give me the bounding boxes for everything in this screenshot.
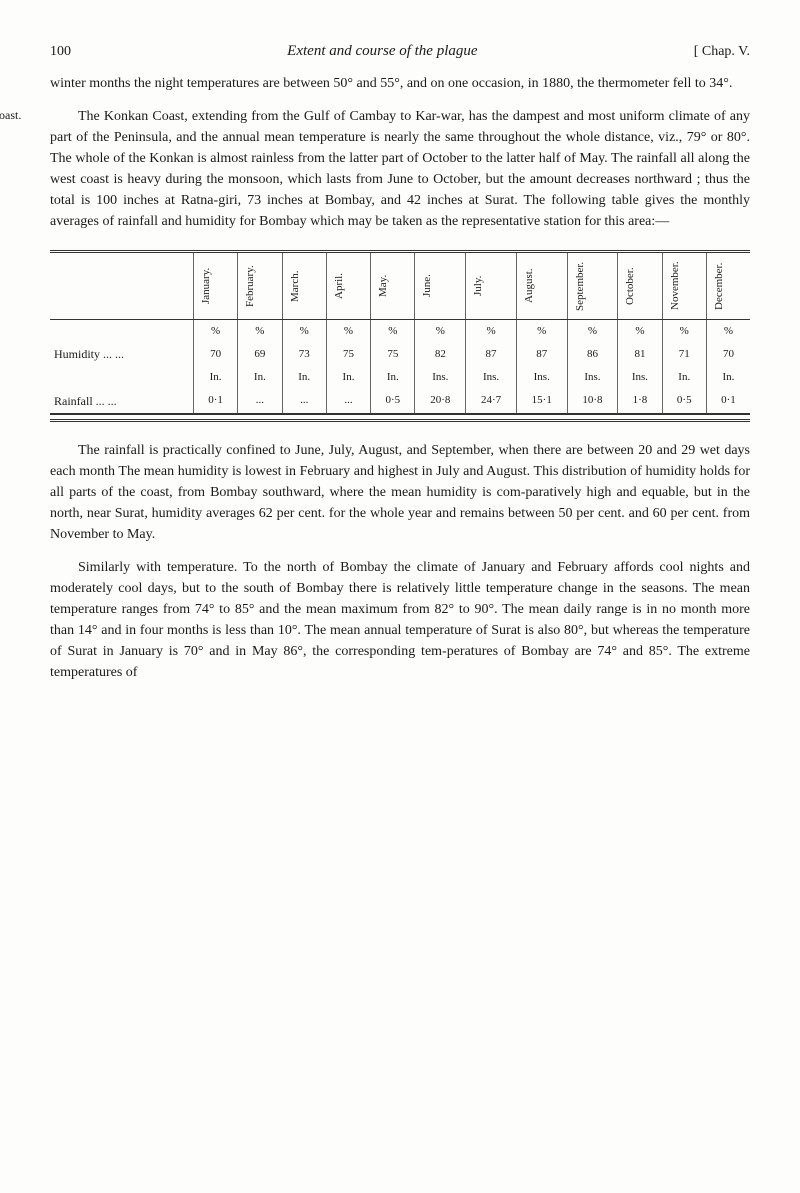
row-label-rainfall: Rainfall ... ... [50, 389, 193, 414]
humidity-cell: 87 [516, 342, 567, 366]
rain-unit-cell: In. [282, 366, 326, 389]
climate-table: January. February. March. April. May. Ju… [50, 250, 750, 415]
humidity-cell: 75 [326, 342, 370, 366]
page-header: 100 Extent and course of the plague [ Ch… [50, 40, 750, 63]
paragraph-konkan-intro: The Konkan Coast, extending from the Gul… [50, 106, 750, 232]
month-header: May. [375, 256, 392, 316]
rain-unit-cell: In. [326, 366, 370, 389]
rainfall-cell: 0·5 [371, 389, 415, 414]
unit-cell: % [282, 319, 326, 342]
table-row-humidity: Humidity ... ... 70 69 73 75 75 82 87 87… [50, 342, 750, 366]
rain-unit-cell: In. [371, 366, 415, 389]
table-corner-blank [50, 251, 193, 319]
row-label-humidity: Humidity ... ... [50, 342, 193, 366]
month-header: December. [711, 256, 728, 316]
row-label-blank [50, 366, 193, 389]
month-header: September. [572, 256, 589, 316]
humidity-cell: 82 [415, 342, 466, 366]
margin-note: Konkan Coast. [0, 108, 40, 124]
unit-cell: % [516, 319, 567, 342]
rain-unit-cell: Ins. [567, 366, 618, 389]
rainfall-cell: 0·1 [706, 389, 750, 414]
table-unit-row: % % % % % % % % % % % % [50, 319, 750, 342]
page-number: 100 [50, 41, 71, 62]
rainfall-cell: 15·1 [516, 389, 567, 414]
unit-cell: % [466, 319, 517, 342]
rainfall-cell: 20·8 [415, 389, 466, 414]
rainfall-cell: ... [238, 389, 282, 414]
rain-unit-cell: Ins. [466, 366, 517, 389]
humidity-cell: 70 [193, 342, 237, 366]
month-header: November. [667, 256, 684, 316]
rain-unit-cell: Ins. [415, 366, 466, 389]
month-header: July. [470, 256, 487, 316]
chapter-reference: [ Chap. V. [694, 41, 750, 62]
month-header: June. [419, 256, 436, 316]
month-header: October. [622, 256, 639, 316]
rain-unit-cell: In. [193, 366, 237, 389]
rainfall-cell: 10·8 [567, 389, 618, 414]
unit-cell: % [238, 319, 282, 342]
section-konkan: Konkan Coast. The Konkan Coast, extendin… [50, 106, 750, 232]
unit-cell: % [326, 319, 370, 342]
humidity-cell: 75 [371, 342, 415, 366]
humidity-cell: 69 [238, 342, 282, 366]
running-title: Extent and course of the plague [71, 40, 694, 63]
paragraph-rainfall: The rainfall is practically confined to … [50, 440, 750, 545]
table-bottom-rule [50, 419, 750, 422]
humidity-cell: 87 [466, 342, 517, 366]
rain-unit-cell: Ins. [516, 366, 567, 389]
month-header: February. [242, 256, 259, 316]
rainfall-cell: ... [326, 389, 370, 414]
humidity-cell: 86 [567, 342, 618, 366]
unit-cell: % [415, 319, 466, 342]
rain-unit-cell: In. [706, 366, 750, 389]
rainfall-cell: 24·7 [466, 389, 517, 414]
rain-unit-cell: In. [662, 366, 706, 389]
unit-cell: % [567, 319, 618, 342]
rain-unit-cell: In. [238, 366, 282, 389]
humidity-cell: 71 [662, 342, 706, 366]
rainfall-cell: 0·5 [662, 389, 706, 414]
row-label-blank [50, 319, 193, 342]
month-header: March. [287, 256, 304, 316]
paragraph-continuation: winter months the night temperatures are… [50, 73, 750, 94]
month-header: April. [331, 256, 348, 316]
unit-cell: % [618, 319, 662, 342]
table-rain-unit-row: In. In. In. In. In. Ins. Ins. Ins. Ins. … [50, 366, 750, 389]
rainfall-cell: 0·1 [193, 389, 237, 414]
month-header: January. [198, 256, 215, 316]
table-row-rainfall: Rainfall ... ... 0·1 ... ... ... 0·5 20·… [50, 389, 750, 414]
humidity-cell: 70 [706, 342, 750, 366]
unit-cell: % [371, 319, 415, 342]
unit-cell: % [193, 319, 237, 342]
rainfall-cell: ... [282, 389, 326, 414]
month-header: August. [521, 256, 538, 316]
unit-cell: % [662, 319, 706, 342]
unit-cell: % [706, 319, 750, 342]
rainfall-cell: 1·8 [618, 389, 662, 414]
paragraph-temperature: Similarly with temperature. To the north… [50, 557, 750, 683]
rain-unit-cell: Ins. [618, 366, 662, 389]
table-header-row: January. February. March. April. May. Ju… [50, 251, 750, 319]
humidity-cell: 81 [618, 342, 662, 366]
humidity-cell: 73 [282, 342, 326, 366]
